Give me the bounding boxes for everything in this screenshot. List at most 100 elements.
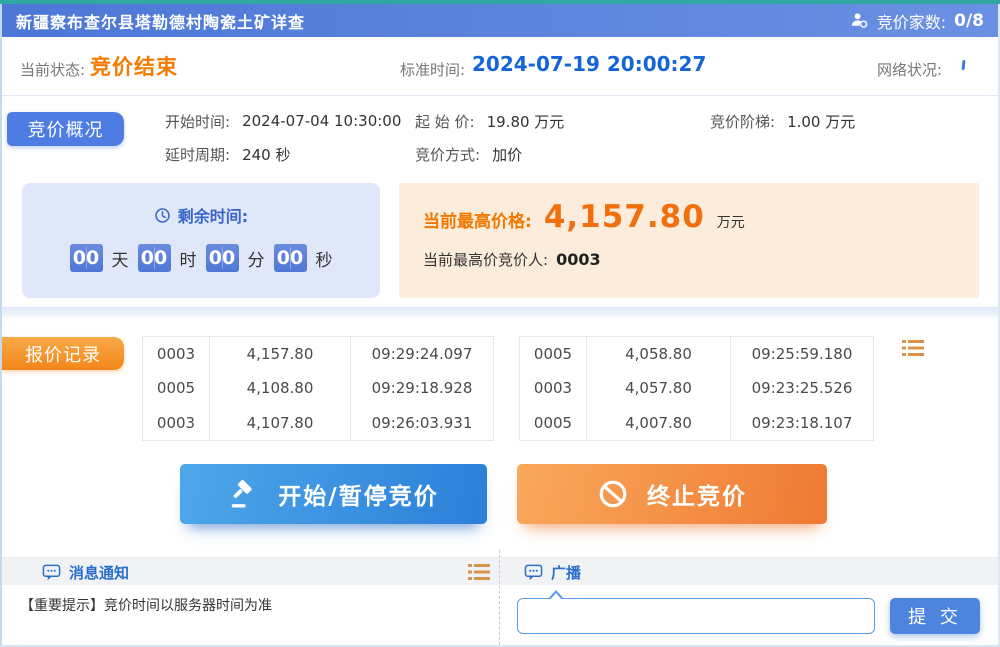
section-divider xyxy=(2,307,998,320)
bid-time: 09:26:03.931 xyxy=(371,413,473,432)
highest-bidder-row: 当前最高价竞价人: 0003 xyxy=(423,249,979,270)
field-label: 竞价阶梯: xyxy=(710,112,776,131)
standard-time-value: 2024-07-19 20:00:27 xyxy=(472,52,707,76)
bidders-count: 竞价家数: 0/8 xyxy=(850,9,984,33)
input-notch xyxy=(548,590,564,600)
countdown-hours: 00 xyxy=(137,244,171,272)
records-list-icon[interactable] xyxy=(902,339,924,357)
bid-records-table-right: 0005 4,058.80 09:25:59.180 0003 4,057.80 09:2… xyxy=(519,336,874,441)
prohibit-icon xyxy=(597,478,629,510)
speech-bubble-icon xyxy=(42,563,61,582)
bidder-no: 0003 xyxy=(143,405,210,440)
messages-list-icon[interactable] xyxy=(468,563,490,581)
bid-records-table-left: 0003 4,157.80 09:29:24.097 0005 4,108.80 09:2… xyxy=(142,336,494,441)
messages-header: 消息通知 xyxy=(42,558,129,586)
start-pause-bid-button[interactable]: 开始/暂停竞价 xyxy=(180,464,487,524)
bidders-value: 0/8 xyxy=(954,10,984,31)
bid-record-row: 0005 4,108.80 09:29:18.928 xyxy=(143,371,493,406)
field-value: 1.00 万元 xyxy=(787,112,856,131)
broadcast-title: 广播 xyxy=(551,563,582,582)
tab-bid-records: 报价记录 xyxy=(2,337,124,370)
bid-price: 4,108.80 xyxy=(210,371,351,406)
bid-record-row: 0003 4,057.80 09:23:25.526 xyxy=(520,371,873,406)
top-accent-strip xyxy=(0,0,1000,4)
field-start-price: 起 始 价: 19.80 万元 xyxy=(415,110,564,132)
bid-price: 4,057.80 xyxy=(587,371,731,406)
countdown-days: 00 xyxy=(69,244,103,272)
bid-record-row: 0003 4,157.80 09:29:24.097 xyxy=(143,337,493,372)
title-bar: 新疆察布查尔县塔勒德村陶瓷土矿详查 竞价家数: 0/8 xyxy=(0,4,1000,37)
current-state-label: 当前状态: xyxy=(20,61,86,79)
unit-second: 秒 xyxy=(315,250,333,271)
page-title: 新疆察布查尔县塔勒德村陶瓷土矿详查 xyxy=(16,12,306,32)
submit-button[interactable]: 提 交 xyxy=(890,598,980,634)
bid-time: 09:29:24.097 xyxy=(371,345,473,364)
bidder-no: 0003 xyxy=(520,371,587,406)
bid-price: 4,107.80 xyxy=(210,405,351,440)
vertical-divider xyxy=(499,550,500,645)
message-notice-text: 【重要提示】竞价时间以服务器时间为准 xyxy=(20,598,272,614)
page-border-bottom xyxy=(0,645,1000,647)
bidder-no: 0005 xyxy=(143,371,210,406)
highest-price-panel: 当前最高价格: 4,157.80 万元 当前最高价竞价人: 0003 xyxy=(399,183,979,298)
countdown-panel: 剩余时间: 00 天 00 时 00 分 00 秒 xyxy=(22,183,380,298)
field-value: 240 秒 xyxy=(242,145,291,164)
bid-time: 09:23:25.526 xyxy=(751,379,853,398)
highest-price-unit: 万元 xyxy=(716,215,745,231)
bid-record-row: 0005 4,007.80 09:23:18.107 xyxy=(520,405,873,440)
start-pause-label: 开始/暂停竞价 xyxy=(278,484,439,510)
countdown-seconds: 00 xyxy=(273,244,307,272)
status-bar: 当前状态: 竞价结束 标准时间: 2024-07-19 20:00:27 网络状… xyxy=(2,37,998,96)
unit-day: 天 xyxy=(111,250,129,271)
field-value: 2024-07-04 10:30:00 xyxy=(242,112,402,130)
countdown-header: 剩余时间: xyxy=(22,203,380,227)
gavel-icon xyxy=(228,478,260,510)
broadcast-input[interactable] xyxy=(517,598,875,634)
field-bid-mode: 竞价方式: 加价 xyxy=(415,143,522,165)
bid-time: 09:25:59.180 xyxy=(751,345,853,364)
field-value: 19.80 万元 xyxy=(486,112,565,131)
unit-minute: 分 xyxy=(247,250,265,271)
overview-section: 竞价概况 开始时间: 2024-07-04 10:30:00 起 始 价: 19… xyxy=(2,96,998,307)
field-bid-step: 竞价阶梯: 1.00 万元 xyxy=(710,110,855,132)
highest-bidder-label: 当前最高价竞价人: xyxy=(423,251,549,269)
bidder-no: 0003 xyxy=(143,337,210,372)
field-label: 开始时间: xyxy=(165,112,231,131)
messages-title: 消息通知 xyxy=(69,563,130,582)
tab-overview: 竞价概况 xyxy=(7,112,124,146)
bid-price: 4,157.80 xyxy=(210,337,351,372)
page-border-left xyxy=(0,4,2,647)
countdown-minutes: 00 xyxy=(205,244,239,272)
bid-time: 09:23:18.107 xyxy=(751,413,853,432)
clock-icon xyxy=(154,207,171,224)
field-label: 延时周期: xyxy=(165,145,231,164)
field-label: 起 始 价: xyxy=(415,112,475,131)
highest-price-row: 当前最高价格: 4,157.80 万元 xyxy=(423,199,979,235)
page-border-right xyxy=(998,4,1000,647)
terminate-bid-button[interactable]: 终止竞价 xyxy=(517,464,827,524)
bottom-section: 消息通知 xyxy=(2,550,998,645)
broadcast-header: 广播 xyxy=(524,558,581,586)
countdown-digits: 00 天 00 时 00 分 00 秒 xyxy=(22,244,380,272)
bid-records-section: 报价记录 0003 4,157.80 09:29:24.097 0005 4,108.8… xyxy=(2,319,998,557)
bottom-headers: 消息通知 xyxy=(2,557,998,585)
field-label: 竞价方式: xyxy=(415,145,481,164)
current-state-value: 竞价结束 xyxy=(90,55,178,79)
field-delay-period: 延时周期: 240 秒 xyxy=(165,143,290,165)
network-signal-icon xyxy=(961,60,966,70)
bidder-no: 0005 xyxy=(520,405,587,440)
highest-price-label: 当前最高价格: xyxy=(423,212,532,232)
network-status-label: 网络状况: xyxy=(877,61,943,79)
unit-hour: 时 xyxy=(179,250,197,271)
bid-time: 09:29:18.928 xyxy=(371,379,473,398)
speech-bubble-icon xyxy=(524,563,543,582)
countdown-label: 剩余时间: xyxy=(177,207,249,226)
bidders-label: 竞价家数: xyxy=(876,12,947,32)
terminate-label: 终止竞价 xyxy=(647,484,747,510)
bid-price: 4,058.80 xyxy=(587,337,731,372)
users-icon xyxy=(850,11,869,30)
bid-record-row: 0005 4,058.80 09:25:59.180 xyxy=(520,337,873,372)
highest-bidder-value: 0003 xyxy=(556,250,601,269)
bid-record-row: 0003 4,107.80 09:26:03.931 xyxy=(143,405,493,440)
